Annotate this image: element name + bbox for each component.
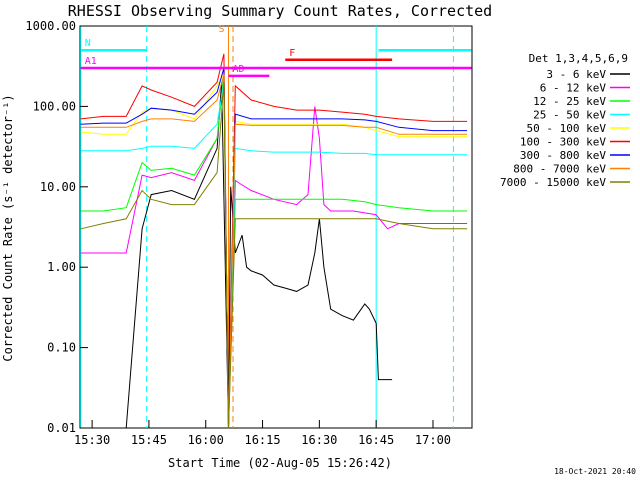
legend-header: Det 1,3,4,5,6,9: [529, 52, 628, 65]
x-tick-label-3: 16:15: [244, 433, 280, 447]
chart-title: RHESSI Observing Summary Count Rates, Co…: [68, 2, 492, 20]
flag-label-5: A1: [85, 56, 97, 67]
series-line-2: [80, 74, 468, 428]
timestamp: 18-Oct-2021 20:40: [554, 467, 636, 476]
series-line-6: [80, 67, 468, 428]
y-tick-label-3: 1.00: [47, 260, 76, 274]
flag-label-2: S: [218, 24, 224, 35]
x-axis-label: Start Time (02-Aug-05 15:26:42): [168, 456, 392, 470]
x-tick-label-2: 16:00: [188, 433, 224, 447]
legend-label-5: 100 - 300 keV: [520, 136, 606, 149]
legend-label-1: 6 - 12 keV: [540, 82, 607, 95]
x-tick-label-6: 17:00: [415, 433, 451, 447]
flag-label-3: F: [289, 48, 295, 59]
y-tick-label-0: 1000.00: [25, 19, 76, 33]
series-line-5: [80, 53, 468, 428]
legend-label-7: 800 - 7000 keV: [513, 163, 606, 176]
y-tick-label-1: 100.00: [33, 99, 76, 113]
flag-label-0: N: [85, 38, 91, 49]
y-tick-label-5: 0.01: [47, 421, 76, 435]
legend-label-4: 50 - 100 keV: [527, 122, 607, 135]
legend-label-0: 3 - 6 keV: [546, 68, 606, 81]
series-line-0: [80, 82, 393, 428]
plot-layer: N S F AD A1 15:30 15:45 16:00 16:15 16:30 16:45 17:…: [25, 19, 473, 447]
y-axis-label: Corrected Count Rate (s⁻¹ detector⁻¹): [1, 94, 15, 361]
legend-label-6: 300 - 800 keV: [520, 149, 606, 162]
series-line-7: [80, 74, 468, 428]
y-tick-label-4: 0.10: [47, 341, 76, 355]
plot-frame: [79, 25, 473, 429]
x-tick-label-0: 15:30: [74, 433, 110, 447]
legend-label-2: 12 - 25 keV: [533, 95, 606, 108]
y-tick-label-2: 10.00: [40, 180, 76, 194]
x-tick-label-4: 16:30: [301, 433, 337, 447]
flag-label-4: AD: [232, 64, 244, 75]
legend-label-3: 25 - 50 keV: [533, 109, 606, 122]
x-tick-label-5: 16:45: [358, 433, 394, 447]
series-line-8: [80, 82, 468, 428]
series-line-3: [80, 82, 468, 428]
x-tick-label-1: 15:45: [131, 433, 167, 447]
legend-label-8: 7000 - 15000 keV: [500, 176, 606, 189]
series-group: [80, 53, 468, 428]
